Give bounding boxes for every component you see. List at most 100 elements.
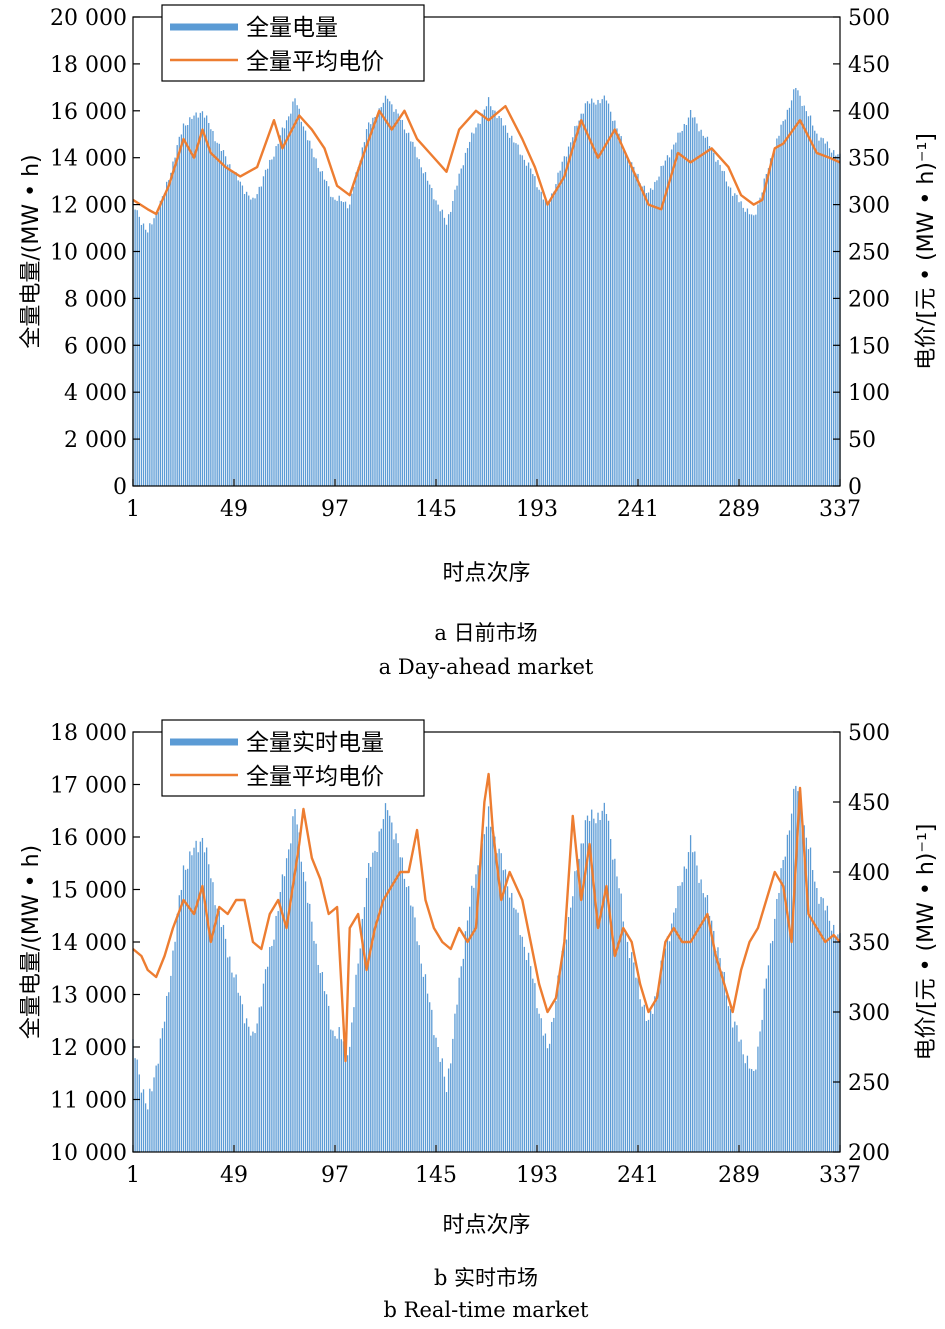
bar (557, 975, 559, 1152)
bar (365, 129, 368, 486)
bar (797, 791, 799, 1152)
bar (551, 1021, 553, 1152)
bar (738, 1041, 740, 1152)
bar (538, 1013, 540, 1152)
bar (742, 1054, 744, 1152)
bar (233, 977, 235, 1152)
bar (652, 1013, 654, 1152)
bar (780, 868, 782, 1152)
bar (313, 157, 315, 486)
bar (279, 135, 281, 487)
bar (530, 168, 532, 486)
bar (149, 223, 151, 487)
bar (546, 1048, 549, 1152)
bar (469, 906, 471, 1152)
bar (170, 172, 172, 486)
bar (466, 920, 469, 1152)
bar (296, 824, 298, 1152)
bar (193, 847, 195, 1152)
bar (473, 887, 475, 1152)
bar (386, 810, 389, 1152)
bar (586, 815, 589, 1152)
bar (443, 217, 446, 486)
bar (740, 201, 742, 486)
bar (708, 146, 711, 487)
bar (212, 130, 214, 487)
bar (277, 911, 279, 1152)
bar (142, 1089, 145, 1152)
bar (237, 180, 239, 486)
bar (818, 903, 820, 1152)
bar (155, 1065, 157, 1152)
bar (197, 852, 199, 1152)
y-right-axis-label: 电价/[元 • (MW • h)⁻¹] (914, 824, 939, 1061)
x-axis-label: 时点次序 (442, 1213, 530, 1238)
bar (151, 224, 153, 486)
bar (561, 950, 563, 1152)
bar (570, 907, 572, 1152)
y-right-tick-label: 200 (848, 1141, 890, 1166)
bar (744, 211, 746, 486)
bar (376, 117, 378, 486)
bar (178, 136, 180, 486)
bar (536, 1008, 538, 1152)
bar (542, 1035, 544, 1152)
bar (153, 218, 155, 486)
bar (822, 138, 824, 486)
bar (454, 1013, 456, 1152)
bar (721, 971, 723, 1152)
bar (477, 865, 479, 1152)
x-tick-label: 337 (819, 1163, 861, 1188)
bar (174, 941, 176, 1152)
bar (368, 863, 370, 1152)
bar (384, 95, 387, 487)
bar (424, 974, 427, 1152)
bar (443, 1076, 446, 1152)
bar (620, 136, 622, 486)
y-right-tick-label: 250 (848, 1071, 890, 1096)
bar (837, 154, 839, 487)
bar (633, 166, 635, 486)
bar (826, 905, 829, 1152)
bar (776, 898, 778, 1152)
bar (544, 198, 547, 486)
bar (138, 216, 140, 487)
bar (719, 164, 721, 486)
bar (214, 905, 216, 1152)
bar (378, 831, 380, 1152)
bar (591, 809, 593, 1152)
bar (389, 101, 391, 486)
bar (761, 192, 763, 487)
y-right-axis-label: 电价/[元 • (MW • h)⁻¹] (914, 133, 939, 370)
x-tick-label: 193 (516, 1163, 558, 1188)
bar (696, 865, 698, 1152)
caption-zh: b 实时市场 (434, 1266, 538, 1290)
bar (252, 197, 254, 486)
bar (555, 184, 557, 487)
bar (180, 889, 183, 1152)
bar (576, 870, 578, 1152)
bar (601, 810, 603, 1152)
bar (654, 181, 656, 486)
bar (750, 214, 753, 486)
bar (814, 881, 816, 1152)
bar (298, 832, 300, 1152)
bar (275, 146, 277, 486)
bar (487, 806, 490, 1152)
bar (593, 818, 595, 1152)
bar (363, 142, 366, 486)
bar (243, 194, 246, 486)
bar (523, 946, 526, 1152)
bar (220, 927, 223, 1152)
bar (380, 107, 382, 486)
y-left-tick-label: 16 000 (50, 100, 127, 125)
bar (765, 978, 767, 1152)
bar (788, 107, 791, 486)
bar (557, 172, 559, 487)
bar (393, 839, 395, 1152)
bar (351, 1022, 353, 1152)
bar (357, 167, 359, 486)
bar (420, 167, 422, 486)
bar (820, 896, 822, 1152)
bar (216, 142, 218, 486)
